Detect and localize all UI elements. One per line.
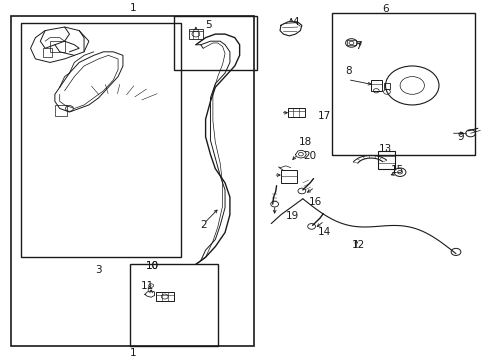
Bar <box>174 17 256 69</box>
Text: 12: 12 <box>351 240 365 250</box>
Text: 4: 4 <box>292 17 298 27</box>
Bar <box>42 48 52 57</box>
Bar <box>188 29 203 39</box>
Bar <box>377 151 394 169</box>
Bar <box>287 108 305 117</box>
Bar <box>346 40 356 45</box>
Bar <box>156 292 174 301</box>
Text: 6: 6 <box>382 4 388 14</box>
Text: 13: 13 <box>378 144 391 154</box>
Text: 1: 1 <box>129 348 136 358</box>
Bar <box>370 80 381 91</box>
Text: 3: 3 <box>95 265 102 275</box>
Text: 18: 18 <box>298 137 311 147</box>
Bar <box>281 170 296 183</box>
Bar <box>55 105 67 116</box>
Bar <box>50 41 64 52</box>
Bar <box>11 17 254 346</box>
Bar <box>383 83 389 89</box>
Text: 7: 7 <box>355 41 361 51</box>
Text: 20: 20 <box>303 151 316 161</box>
Text: 10: 10 <box>145 261 158 271</box>
Text: 5: 5 <box>204 20 211 30</box>
Text: 14: 14 <box>318 228 331 238</box>
Text: 17: 17 <box>318 111 331 121</box>
Text: 1: 1 <box>129 3 136 13</box>
Text: 10: 10 <box>145 261 158 271</box>
Text: 15: 15 <box>390 166 404 175</box>
Text: 2: 2 <box>200 220 206 230</box>
Text: 16: 16 <box>308 197 321 207</box>
Text: 9: 9 <box>457 132 463 142</box>
Bar <box>331 13 474 154</box>
Text: 19: 19 <box>285 211 298 221</box>
Text: 8: 8 <box>345 66 352 76</box>
Text: 11: 11 <box>141 280 154 291</box>
Bar <box>21 23 181 257</box>
Bar <box>130 264 217 346</box>
